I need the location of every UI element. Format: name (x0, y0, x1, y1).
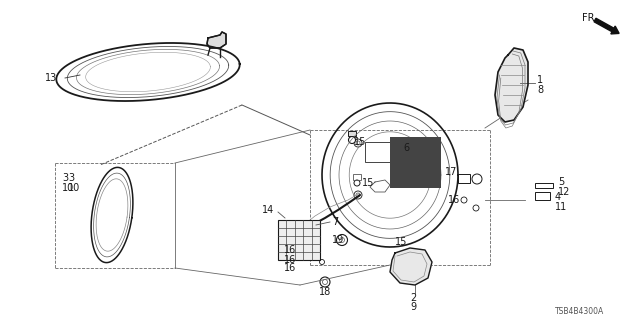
Circle shape (337, 235, 348, 245)
Polygon shape (495, 48, 528, 122)
Text: 16: 16 (448, 195, 460, 205)
Circle shape (339, 237, 344, 243)
Circle shape (461, 197, 467, 203)
Text: 15: 15 (354, 137, 366, 147)
Text: 15: 15 (395, 237, 408, 247)
Text: 6: 6 (403, 143, 409, 153)
Circle shape (349, 137, 355, 143)
Text: 7: 7 (332, 217, 339, 227)
Circle shape (354, 191, 362, 199)
Bar (278, 220, 320, 260)
Circle shape (310, 255, 316, 260)
Circle shape (323, 279, 328, 284)
Polygon shape (390, 248, 432, 285)
Text: 3: 3 (62, 173, 68, 183)
Circle shape (397, 145, 403, 151)
Text: 3: 3 (68, 173, 74, 183)
Text: 16: 16 (284, 245, 296, 255)
Text: 4: 4 (555, 192, 561, 202)
Text: 10: 10 (68, 183, 80, 193)
Polygon shape (207, 32, 226, 48)
Text: FR.: FR. (582, 13, 598, 23)
Circle shape (354, 180, 360, 186)
Bar (458, 174, 470, 183)
Text: 13: 13 (45, 73, 57, 83)
Circle shape (356, 193, 360, 197)
Bar (365, 142, 395, 162)
Text: TSB4B4300A: TSB4B4300A (555, 308, 604, 316)
Circle shape (301, 250, 305, 254)
Text: 16: 16 (284, 255, 296, 265)
FancyArrow shape (594, 18, 619, 34)
Bar (535, 183, 553, 188)
Text: 15: 15 (362, 178, 374, 188)
Text: 18: 18 (319, 287, 331, 297)
Text: 12: 12 (558, 187, 570, 197)
Circle shape (320, 277, 330, 287)
Text: 14: 14 (262, 205, 274, 215)
Text: 8: 8 (537, 85, 543, 95)
Circle shape (472, 174, 482, 184)
Circle shape (356, 141, 360, 145)
Text: 16: 16 (284, 263, 296, 273)
Text: 5: 5 (558, 177, 564, 187)
Circle shape (473, 205, 479, 211)
Text: 2: 2 (410, 293, 416, 303)
Bar (535, 192, 550, 200)
Text: 11: 11 (555, 202, 567, 212)
Text: 10: 10 (62, 183, 74, 193)
Text: 1: 1 (537, 75, 543, 85)
Bar (353, 174, 361, 180)
Circle shape (319, 260, 324, 265)
Text: 9: 9 (410, 302, 416, 312)
Circle shape (354, 139, 362, 147)
Text: 19: 19 (332, 235, 344, 245)
Text: 17: 17 (445, 167, 457, 177)
Bar (348, 131, 356, 136)
